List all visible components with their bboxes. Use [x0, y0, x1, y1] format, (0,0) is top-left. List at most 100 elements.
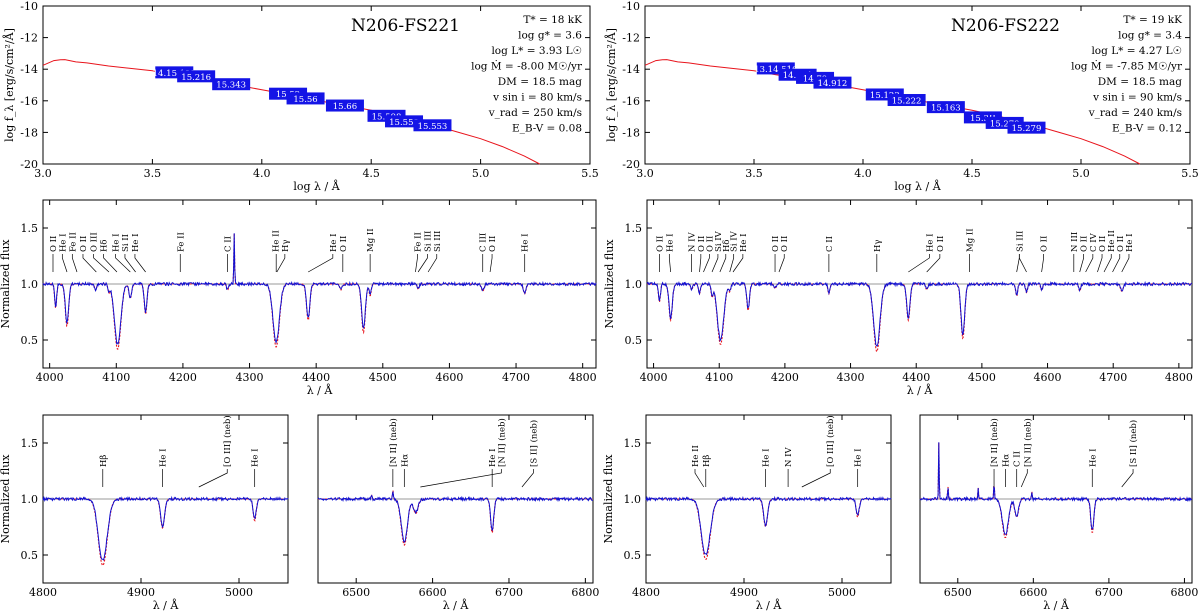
- spec2-line-id: O II: [703, 236, 715, 273]
- sed2-frame: [644, 5, 1191, 165]
- ha1-xtick-label: 6600: [419, 586, 447, 599]
- ha2-line-marker: [1121, 469, 1134, 488]
- spec2-line-marker: [711, 254, 719, 273]
- hb2-xtick-label: 5000: [828, 586, 856, 599]
- spec2-line-id: O II: [655, 236, 665, 272]
- sed1-photometry-label: 15.66: [333, 102, 357, 112]
- spec1-line-id: Fe II: [413, 232, 423, 273]
- hb1-line-id: Hβ: [99, 455, 109, 487]
- spec1-line-id: He I: [112, 233, 131, 273]
- hb1-ytick-label: 1.5: [21, 437, 39, 450]
- spec2-line-label: He I: [1125, 233, 1135, 252]
- spec1-xtick-label: 4400: [302, 371, 330, 384]
- sed2-xtick-label: 5.0: [1072, 167, 1090, 180]
- spec2-line-marker: [1103, 254, 1112, 273]
- sed1-frame: [42, 5, 591, 165]
- spec2-line-id: O II: [697, 236, 707, 273]
- sed2-param: log Ṁ = -7.85 M☉/yr: [1071, 59, 1183, 73]
- spec2-line-id: O II: [1040, 236, 1050, 273]
- ha2-xtick-label: 6600: [1019, 586, 1047, 599]
- hb2-line-label: [O III] (neb): [825, 415, 836, 467]
- spec1-xtick-label: 4700: [502, 371, 530, 384]
- sed2-photometry-point: 15.279: [1007, 121, 1046, 134]
- spec2-line-id: N IV: [688, 232, 698, 272]
- spec2-xtick-label: 4100: [705, 371, 733, 384]
- hb1-line-marker: [198, 469, 228, 488]
- spec1-line-marker: [308, 254, 334, 273]
- hb1-ylabel: Normalized flux: [0, 454, 12, 544]
- spec2-line-id: Mg II: [965, 228, 975, 272]
- sed1-title: N206-FS221: [351, 16, 460, 36]
- ha1-line-label: Hα: [400, 454, 410, 467]
- ha2-line-label: [N II] (neb): [989, 418, 1000, 467]
- sed1-photometry-box: [212, 78, 251, 91]
- hb2-line-label: He I: [762, 448, 772, 467]
- spec2-line-marker: [1018, 254, 1027, 273]
- spec1-line-label: He I: [58, 233, 68, 252]
- sed1-photometry-box: [177, 70, 216, 83]
- sed1-photometry-point: 15.343: [212, 78, 251, 91]
- sed1-ytick-label: -14: [20, 63, 38, 76]
- sed1-ytick-label: -18: [20, 126, 38, 139]
- ha2-observed-spectrum: [919, 442, 1193, 535]
- spec2-line-label: He II: [1107, 230, 1117, 252]
- hb1-xtick-label: 5000: [225, 586, 253, 599]
- spec2-line-id: O II: [778, 236, 790, 273]
- ha2-axes: 6500 6600 6700 6800 λ / Å: [919, 414, 1198, 612]
- sed2-xtick-label: 4.0: [854, 167, 872, 180]
- spec2-ylabel: Normalized flux: [603, 239, 616, 329]
- sed2-photometry-box: [887, 94, 926, 107]
- spec1-line-id: He I: [308, 233, 339, 273]
- spec2-line-marker: [926, 254, 941, 273]
- spec2-line-marker: [1041, 254, 1044, 273]
- sed1-xtick-label: 3.0: [34, 167, 52, 180]
- spec2-line-id: He II: [1103, 230, 1117, 273]
- sed2-xtick-label: 3.0: [636, 167, 654, 180]
- hb2-line-label: N IV: [784, 447, 794, 467]
- sed1-ytick-label: -10: [20, 0, 38, 13]
- spec2-line-label: O II: [697, 236, 707, 252]
- hb1-line-label: He I: [251, 448, 261, 467]
- spec1-line-label: He I: [521, 233, 531, 252]
- spec1-line-id: Hδ: [100, 239, 118, 273]
- sed1-param: T* = 18 kK: [523, 14, 582, 26]
- spec1-line-label: He I: [329, 233, 339, 252]
- spec1-line-id: Hγ: [276, 240, 291, 273]
- ha1-xtick-label: 6500: [342, 586, 370, 599]
- spec1-ytick-label: 1.0: [21, 278, 39, 291]
- hb2-line-marker: [694, 469, 705, 488]
- ha1-line-id: [N II] (neb): [388, 418, 399, 487]
- spec2-xtick-label: 4800: [1165, 371, 1193, 384]
- sed2-param: E_B-V = 0.12: [1112, 123, 1182, 135]
- spec2-xtick-label: 4000: [640, 371, 668, 384]
- spec1-line-label: Si II: [121, 234, 131, 252]
- spec2-line-id: O II: [926, 236, 946, 273]
- sed2-xtick-label: 5.5: [1181, 167, 1199, 180]
- ha2-line-marker: [1020, 469, 1028, 488]
- spec1-line-label: He I: [112, 233, 122, 252]
- spec2-xtick-label: 4600: [1034, 371, 1062, 384]
- sed1-xlabel: log λ / Å: [293, 179, 340, 193]
- sed2-param: v sin i = 90 km/s: [1092, 92, 1182, 104]
- spec2-line-label: O II: [1040, 236, 1050, 252]
- spec2-line-id: [1018, 254, 1027, 273]
- spec1-line-label: O III: [90, 232, 100, 252]
- spec1-ylabel: Normalized flux: [0, 239, 12, 329]
- sed1-ytick-label: -20: [20, 158, 38, 171]
- spec2-line-id: O II: [1097, 236, 1108, 273]
- ha1-line-label: [S II] (neb): [528, 420, 539, 467]
- hb2-line-label: He I: [854, 448, 864, 467]
- spec2-xtick-label: 4700: [1099, 371, 1127, 384]
- spec2-line-id: O II: [771, 236, 781, 272]
- sed2-param: T* = 19 kK: [1123, 14, 1182, 26]
- hb2-line-label: He II: [691, 445, 701, 467]
- spec1-line-label: Fe II: [68, 232, 78, 252]
- spec2-line-label: O II: [1080, 236, 1090, 252]
- ha1-observed-spectrum: [317, 491, 593, 544]
- ha2-line-label: [S II] (neb): [1128, 420, 1139, 467]
- sed2-xtick-label: 4.5: [963, 167, 981, 180]
- spec1-line-id: C II: [224, 236, 234, 272]
- spec1-observed-spectrum: [42, 233, 597, 346]
- spec2-line-marker: [703, 254, 710, 273]
- spec2-line-id: O II: [1112, 236, 1126, 273]
